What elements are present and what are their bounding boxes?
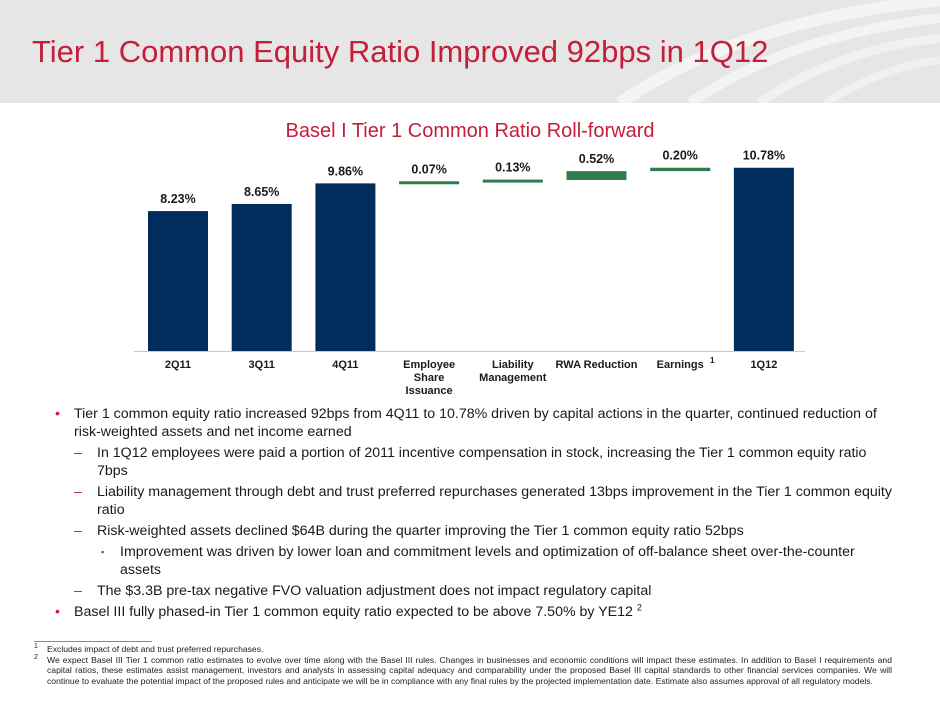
bullet-list: • Tier 1 common equity ratio increased 92… (55, 405, 895, 624)
bullet-level1-1: • Tier 1 common equity ratio increased 92… (55, 405, 895, 441)
waterfall-chart: 8.23% 2Q11 8.65% 3Q11 9.86% 4Q11 0.07% Employee… (134, 149, 805, 397)
bar-3 (315, 183, 376, 351)
bullet-level2-6: – The $3.3B pre-tax negative FVO valuatio… (55, 582, 895, 600)
bar-4 (399, 181, 460, 185)
footnote-text: Excludes impact of debt and trust prefer… (47, 644, 264, 654)
value-label-6: 0.52% (579, 152, 614, 166)
category-label-6: RWA Reduction (556, 359, 638, 371)
value-label-5: 0.13% (495, 161, 530, 175)
value-label-7: 0.20% (662, 149, 697, 163)
value-label-1: 8.23% (160, 192, 195, 206)
bullet-level2-4: – Risk-weighted assets declined $64B duri… (55, 522, 895, 540)
bullet-text: Liability management through debt and tr… (97, 484, 892, 518)
bar-5 (482, 179, 543, 183)
bullet-marker: • (55, 604, 60, 620)
bullet-level1-7: • Basel III fully phased-in Tier 1 common… (55, 603, 895, 621)
chart-title: Basel I Tier 1 Common Ratio Roll-forward (285, 120, 655, 142)
footnote-1: 1 Excludes impact of debt and trust prefe… (34, 643, 892, 655)
bullet-marker: – (74, 484, 82, 500)
bullet-text: Tier 1 common equity ratio increased 92b… (74, 406, 877, 440)
footnote-divider (34, 641, 152, 642)
bar-1 (148, 211, 208, 351)
bullet-marker: – (74, 583, 82, 599)
category-label-7: Earnings (657, 359, 704, 371)
bullet-marker: – (74, 445, 82, 461)
bullet-text: In 1Q12 employees were paid a portion of… (97, 445, 867, 479)
bullet-level2-3: – Liability management through debt and t… (55, 483, 895, 519)
page-title: Tier 1 Common Equity Ratio Improved 92bp… (32, 34, 769, 69)
bullet-level2-2: – In 1Q12 employees were paid a portion o… (55, 444, 895, 480)
flag-arcs-decoration (616, 0, 940, 103)
category-label-8: 1Q12 (750, 359, 777, 371)
value-label-8: 10.78% (743, 149, 785, 163)
category-label-2: 3Q11 (249, 359, 275, 371)
bar-8 (733, 167, 794, 351)
footnote-2: 2 We expect Basel III Tier 1 common ratio… (34, 653, 892, 687)
header-banner: Tier 1 Common Equity Ratio Improved 92bp… (0, 0, 940, 103)
footnotes: 1 Excludes impact of debt and trust prefe… (34, 643, 892, 687)
bullet-marker: – (74, 523, 82, 539)
bullet-marker: • (55, 406, 60, 422)
category-footnote-ref: 1 (710, 356, 715, 365)
value-label-2: 8.65% (244, 185, 279, 199)
category-label-1: 2Q11 (165, 359, 191, 371)
bullet-text: Improvement was driven by lower loan and… (120, 544, 855, 578)
value-label-4: 0.07% (411, 162, 446, 176)
bullet-text: Basel III fully phased-in Tier 1 common … (74, 604, 633, 620)
footnote-text: We expect Basel III Tier 1 common ratio … (47, 654, 892, 686)
category-label-5: Liability Management (479, 359, 547, 384)
category-label-3: 4Q11 (332, 359, 358, 371)
bar-2 (231, 203, 292, 351)
footnote-number: 2 (34, 653, 38, 661)
bullet-text: The $3.3B pre-tax negative FVO valuation… (97, 583, 652, 599)
bar-7 (650, 167, 711, 172)
footnote-ref: 2 (636, 602, 642, 613)
category-label-4: Employee Share Issuance (403, 359, 455, 397)
value-label-3: 9.86% (328, 164, 363, 178)
bullet-marker: ▪ (101, 547, 105, 557)
footnote-number: 1 (34, 643, 38, 650)
bullet-level3-5: ▪ Improvement was driven by lower loan an… (55, 543, 895, 579)
bar-6 (566, 171, 627, 180)
bullet-text: Risk-weighted assets declined $64B durin… (97, 523, 744, 539)
